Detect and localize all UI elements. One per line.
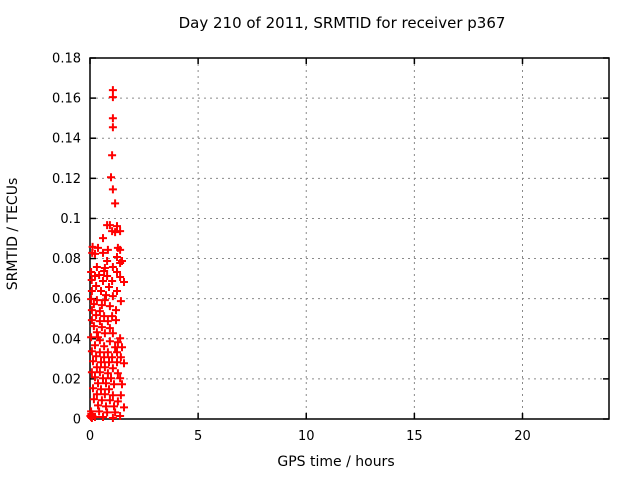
x-tick-label: 0 [86,429,94,444]
gridlines [90,58,609,419]
x-tick-labels: 0 5 10 15 20 [86,429,531,444]
y-tick-label: 0.1 [60,212,81,227]
plot-border [89,57,610,420]
y-axis-label: SRMTID / TECUs [5,178,21,291]
y-tick-label: 0.04 [52,332,81,347]
x-tick-label: 15 [406,429,423,444]
x-tick-label: 5 [194,429,202,444]
y-tick-label: 0.16 [52,92,81,107]
x-axis-label: GPS time / hours [277,454,394,470]
chart-title: Day 210 of 2011, SRMTID for receiver p36… [179,14,506,32]
y-tick-label: 0.08 [52,252,81,267]
y-tick-label: 0.02 [52,372,81,387]
y-tick-label: 0.12 [52,172,81,187]
y-tick-label: 0.06 [52,292,81,307]
scatter-series-SRMTID [86,86,128,422]
axis-ticks [89,57,609,420]
x-tick-label: 20 [514,429,531,444]
y-tick-labels: 0 0.02 0.04 0.06 0.08 0.1 0.12 0.14 0.16 0.18 [52,52,81,428]
y-tick-label: 0 [73,413,81,428]
x-tick-label: 10 [298,429,315,444]
y-tick-label: 0.14 [52,132,81,147]
data-points [86,86,128,422]
y-tick-label: 0.18 [52,52,81,67]
